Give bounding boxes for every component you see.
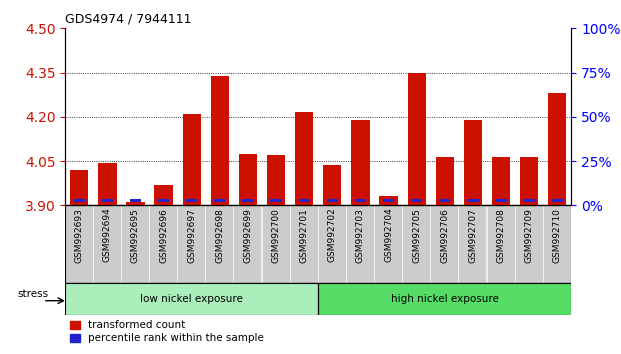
Bar — [94, 205, 121, 283]
Bar — [524, 199, 535, 202]
Bar — [150, 205, 177, 283]
Text: GSM992699: GSM992699 — [243, 208, 253, 263]
Bar — [407, 73, 426, 205]
Bar — [520, 156, 538, 205]
Bar — [467, 199, 479, 202]
Bar — [239, 154, 257, 205]
Text: GSM992706: GSM992706 — [440, 208, 449, 263]
Text: GSM992708: GSM992708 — [497, 208, 505, 263]
Bar — [492, 156, 510, 205]
Bar — [74, 199, 85, 202]
Bar — [299, 199, 310, 202]
Bar — [295, 113, 314, 205]
Bar — [178, 205, 205, 283]
Bar — [242, 199, 253, 202]
Bar — [496, 199, 507, 202]
Bar — [460, 205, 486, 283]
Text: GSM992696: GSM992696 — [159, 208, 168, 263]
Bar — [235, 205, 261, 283]
Bar — [155, 185, 173, 205]
Text: GSM992704: GSM992704 — [384, 208, 393, 262]
Bar — [375, 205, 402, 283]
Legend: transformed count, percentile rank within the sample: transformed count, percentile rank withi… — [70, 320, 264, 343]
Text: GSM992710: GSM992710 — [553, 208, 562, 263]
Bar — [214, 199, 225, 202]
Text: GSM992701: GSM992701 — [300, 208, 309, 263]
Text: GSM992705: GSM992705 — [412, 208, 421, 263]
Text: GSM992695: GSM992695 — [131, 208, 140, 263]
Bar — [487, 205, 515, 283]
Bar — [70, 170, 88, 205]
Bar — [65, 283, 319, 315]
Bar — [327, 199, 338, 202]
Text: GSM992703: GSM992703 — [356, 208, 365, 263]
Bar — [383, 199, 394, 202]
Bar — [436, 156, 454, 205]
Bar — [271, 199, 282, 202]
Text: stress: stress — [18, 289, 49, 299]
Bar — [432, 205, 458, 283]
Bar — [206, 205, 233, 283]
Bar — [355, 199, 366, 202]
Text: GSM992693: GSM992693 — [75, 208, 84, 263]
Bar — [319, 283, 571, 315]
Bar — [66, 205, 93, 283]
Text: low nickel exposure: low nickel exposure — [140, 294, 243, 304]
Bar — [211, 75, 229, 205]
Text: GSM992697: GSM992697 — [188, 208, 196, 263]
Text: GSM992694: GSM992694 — [103, 208, 112, 262]
Bar — [439, 199, 450, 202]
Bar — [98, 162, 117, 205]
Bar — [548, 93, 566, 205]
Text: GSM992709: GSM992709 — [525, 208, 533, 263]
Bar — [411, 199, 422, 202]
Bar — [263, 205, 289, 283]
Bar — [403, 205, 430, 283]
Bar — [267, 155, 285, 205]
Bar — [515, 205, 543, 283]
Bar — [544, 205, 571, 283]
Text: GSM992700: GSM992700 — [271, 208, 281, 263]
Bar — [351, 120, 369, 205]
Bar — [291, 205, 318, 283]
Text: GSM992707: GSM992707 — [468, 208, 478, 263]
Bar — [122, 205, 149, 283]
Bar — [183, 114, 201, 205]
Bar — [347, 205, 374, 283]
Bar — [379, 196, 397, 205]
Bar — [158, 199, 170, 202]
Bar — [102, 199, 113, 202]
Bar — [126, 202, 145, 205]
Bar — [464, 120, 482, 205]
Bar — [319, 205, 346, 283]
Text: GDS4974 / 7944111: GDS4974 / 7944111 — [65, 13, 192, 26]
Bar — [186, 199, 197, 202]
Bar — [551, 199, 563, 202]
Bar — [319, 283, 571, 315]
Text: GSM992698: GSM992698 — [215, 208, 224, 263]
Bar — [323, 165, 342, 205]
Text: high nickel exposure: high nickel exposure — [391, 294, 499, 304]
Bar — [130, 199, 141, 202]
Bar — [65, 283, 319, 315]
Text: GSM992702: GSM992702 — [328, 208, 337, 262]
